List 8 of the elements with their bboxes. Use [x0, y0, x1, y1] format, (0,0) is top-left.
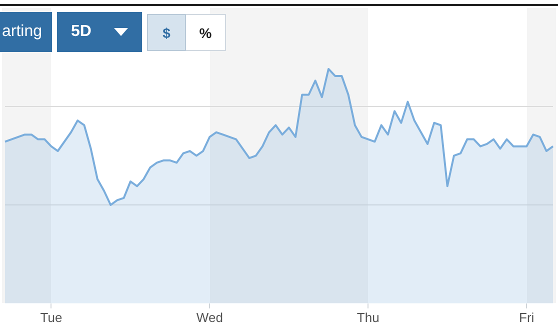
text: %: [199, 24, 212, 40]
x-tick-label: Tue: [40, 310, 62, 325]
text: $: [162, 24, 170, 40]
x-tick-label: Thu: [356, 310, 380, 325]
x-tick-label: Wed: [196, 310, 223, 325]
text: 5D: [71, 23, 92, 41]
x-tick-label: Fri: [519, 310, 534, 325]
text: arting: [2, 23, 42, 41]
